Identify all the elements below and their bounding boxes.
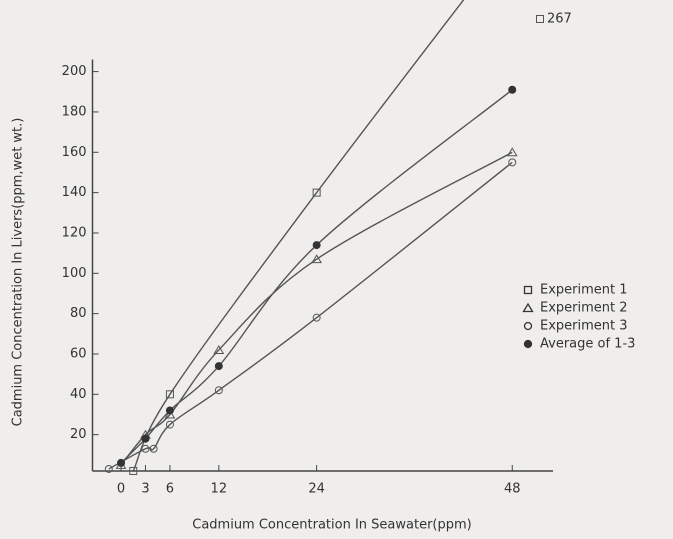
y-tick-label: 20 [70, 427, 87, 442]
y-tick-label: 200 [62, 64, 87, 79]
y-axis-label: Cadmium Concentration In Livers(ppm,wet … [11, 118, 26, 427]
square-marker [165, 390, 174, 399]
filled-circle-marker [165, 406, 174, 415]
triangle-marker [213, 344, 225, 354]
square-marker [312, 188, 321, 197]
legend-marker [523, 285, 533, 295]
y-tick-label: 100 [62, 266, 87, 281]
filled-circle-marker [214, 362, 223, 371]
legend-label: Experiment 2 [540, 301, 628, 316]
circle-marker [508, 158, 517, 167]
y-tick-label: 60 [70, 346, 87, 361]
x-tick-label: 12 [211, 482, 228, 497]
triangle-marker [506, 147, 518, 157]
y-tick-label: 180 [62, 104, 87, 119]
filled-circle-marker [117, 458, 126, 467]
circle-marker [165, 420, 174, 429]
circle-marker [104, 464, 113, 473]
x-tick-label: 3 [141, 482, 149, 497]
circle-marker [141, 444, 150, 453]
x-tick-label: 6 [166, 482, 174, 497]
fit-curve [120, 89, 513, 464]
legend-label: Average of 1-3 [540, 337, 635, 352]
x-tick-label: 0 [117, 482, 125, 497]
square-marker [129, 466, 138, 475]
y-tick-label: 120 [62, 225, 87, 240]
y-tick-label: 140 [62, 185, 87, 200]
filled-circle-marker [508, 85, 517, 94]
square-marker [536, 15, 544, 23]
x-tick-label: 24 [308, 482, 325, 497]
x-tick-label: 48 [504, 482, 521, 497]
curves [108, 0, 513, 472]
triangle-marker [164, 409, 176, 419]
legend-label: Experiment 3 [540, 319, 628, 334]
x-axis-label: Cadmium Concentration In Seawater(ppm) [192, 518, 471, 533]
legend-label: Experiment 1 [540, 283, 628, 298]
y-tick-label: 160 [62, 145, 87, 160]
legend-marker [522, 302, 534, 313]
filled-circle-marker [141, 434, 150, 443]
y-tick-label: 80 [70, 306, 87, 321]
y-tick-label: 40 [70, 387, 87, 402]
annotation: 267 [547, 12, 572, 27]
legend-marker [523, 339, 533, 349]
filled-circle-marker [312, 241, 321, 250]
circle-marker [312, 313, 321, 322]
fit-curve [120, 151, 513, 466]
triangle-marker [311, 254, 323, 264]
circle-marker [214, 386, 223, 395]
fit-curve [132, 0, 465, 472]
legend-marker [523, 321, 533, 331]
circle-marker [149, 444, 158, 453]
fit-curve [108, 161, 513, 470]
